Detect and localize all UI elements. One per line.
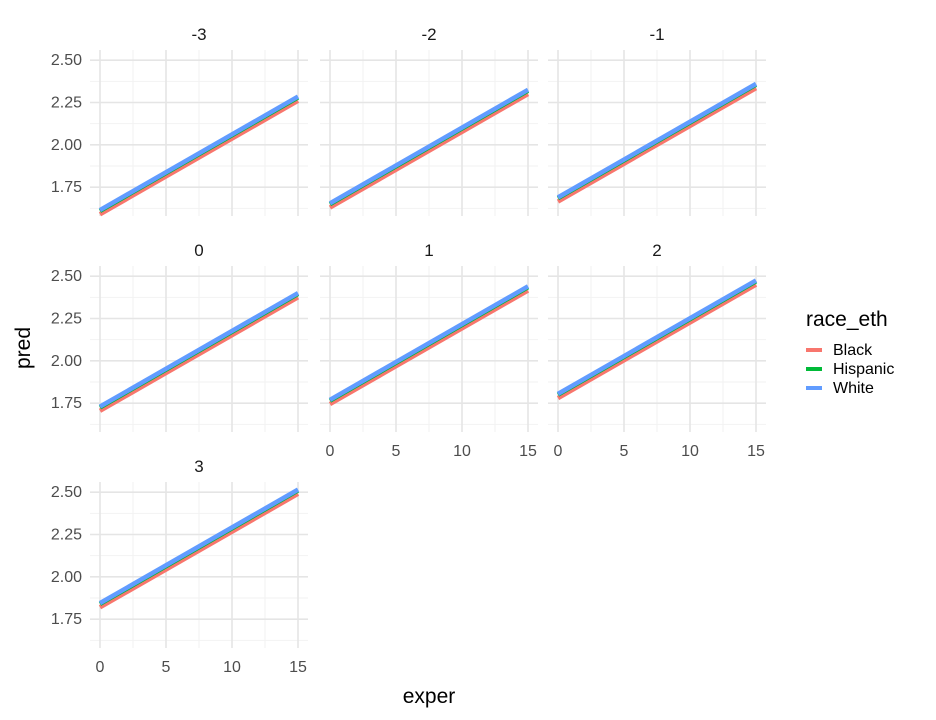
x-tick-label: 0: [96, 659, 105, 676]
y-tick-label: 2.25: [51, 527, 82, 544]
panel-grid: [90, 482, 308, 648]
x-tick-label: 15: [289, 659, 307, 676]
legend-label-hispanic: Hispanic: [833, 361, 894, 378]
x-axis-title: exper: [403, 685, 456, 708]
y-tick-label: 2.50: [51, 484, 82, 501]
y-tick-label: 1.75: [51, 611, 82, 628]
panel-grid: [548, 266, 766, 432]
facet-strip-label: 1: [424, 241, 433, 260]
facet-panels: -3 -2 -1 0 1 2 3: [90, 25, 766, 648]
facet-strip-label: -1: [649, 25, 664, 44]
x-tick-label: 15: [519, 443, 537, 460]
series-line-white: [98, 94, 300, 213]
axes: 1.752.002.252.501.752.002.252.500 5 10 15 0 5…: [51, 52, 765, 676]
legend-label-white: White: [833, 380, 874, 397]
y-tick-label: 2.25: [51, 95, 82, 112]
series-line-white: [98, 487, 300, 606]
legend: race_eth Black Hispanic White: [806, 308, 894, 397]
facet-panel: -2: [320, 25, 538, 216]
x-tick-label: 0: [326, 443, 335, 460]
legend-items: Black Hispanic White: [806, 342, 894, 397]
series-line-black: [98, 98, 300, 217]
x-tick-label: 5: [162, 659, 171, 676]
series-line-black: [328, 92, 530, 210]
panel-grid: [90, 50, 308, 216]
legend-label-black: Black: [833, 342, 873, 359]
x-tick-label: 15: [747, 443, 765, 460]
x-tick-label: 5: [392, 443, 401, 460]
facet-strip-label: 2: [652, 241, 661, 260]
series-line-black: [328, 288, 530, 407]
x-tick-label: 10: [453, 443, 471, 460]
x-tick-label: 0: [554, 443, 563, 460]
facet-strip-label: 0: [194, 241, 203, 260]
facet-panel: -3: [90, 25, 308, 217]
y-tick-label: 2.00: [51, 569, 82, 586]
y-tick-label: 2.50: [51, 52, 82, 69]
series-line-black: [556, 282, 758, 401]
series-line-black: [98, 295, 300, 413]
y-tick-label: 2.25: [51, 311, 82, 328]
series-line-white: [328, 284, 530, 402]
y-axis-title: pred: [12, 327, 35, 369]
facet-strip-label: -3: [191, 25, 206, 44]
series-line-white: [556, 81, 758, 200]
y-tick-label: 2.00: [51, 137, 82, 154]
facet-strip-label: 3: [194, 457, 203, 476]
facet-panel: 0: [90, 241, 308, 432]
series-line-black: [556, 86, 758, 204]
facet-panel: 2: [548, 241, 766, 432]
x-tick-label: 5: [620, 443, 629, 460]
panel-grid: [320, 266, 538, 432]
x-tick-label: 10: [681, 443, 699, 460]
y-tick-label: 2.00: [51, 353, 82, 370]
facet-panel: 1: [320, 241, 538, 432]
facet-panel: -1: [548, 25, 766, 216]
y-tick-label: 1.75: [51, 179, 82, 196]
facet-panel: 3: [90, 457, 308, 648]
legend-title: race_eth: [806, 308, 888, 331]
series-line-black: [98, 491, 300, 610]
series-line-white: [98, 291, 300, 409]
x-tick-label: 10: [223, 659, 241, 676]
facet-strip-label: -2: [421, 25, 436, 44]
y-tick-label: 1.75: [51, 395, 82, 412]
y-tick-label: 2.50: [51, 268, 82, 285]
series-line-white: [328, 87, 530, 206]
series-line-white: [556, 278, 758, 396]
